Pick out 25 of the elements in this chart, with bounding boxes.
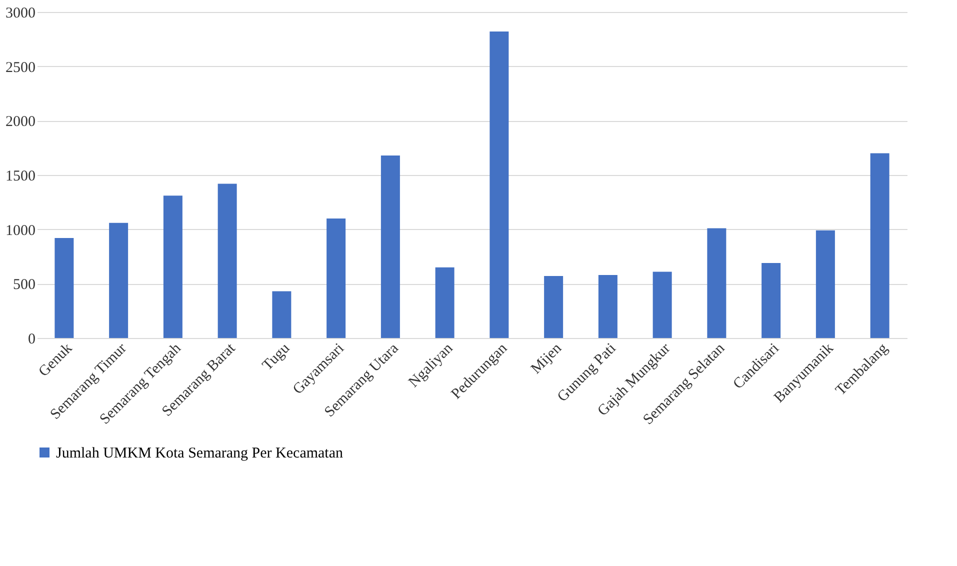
bar xyxy=(652,272,672,338)
bar xyxy=(816,230,835,338)
x-tick-label: Tugu xyxy=(260,340,294,374)
y-tick-label: 1000 xyxy=(6,222,36,239)
bar xyxy=(870,153,890,338)
legend-label: Jumlah UMKM Kota Semarang Per Kecamatan xyxy=(56,446,344,462)
bar xyxy=(163,196,182,338)
bar xyxy=(380,155,400,338)
y-tick-label: 2000 xyxy=(6,114,36,130)
bar xyxy=(544,276,564,338)
y-tick-label: 500 xyxy=(13,277,36,294)
bar xyxy=(598,274,618,338)
y-tick-label: 0 xyxy=(28,332,36,348)
bar xyxy=(490,32,509,338)
y-tick-label: 2500 xyxy=(6,60,36,76)
bar xyxy=(218,184,237,338)
y-tick-label: 1500 xyxy=(6,168,36,184)
bar xyxy=(707,228,726,338)
bar xyxy=(272,291,292,338)
bar xyxy=(326,218,346,338)
bar xyxy=(435,267,454,338)
bar xyxy=(762,263,781,338)
bar xyxy=(54,238,74,338)
bar xyxy=(109,222,128,338)
y-tick-label: 3000 xyxy=(6,6,36,22)
